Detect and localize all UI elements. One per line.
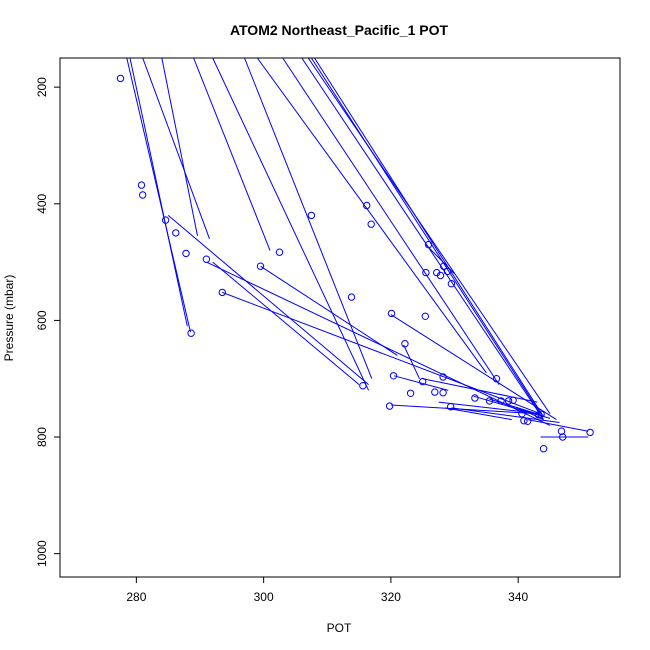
y-tick-label: 1000 <box>35 540 49 567</box>
data-point-5 <box>172 229 180 237</box>
data-point-9 <box>218 288 227 297</box>
y-tick-label: 800 <box>35 427 49 447</box>
profile-line-3 <box>193 58 271 251</box>
data-point-32 <box>443 267 452 276</box>
y-axis-label: Pressure (mbar) <box>2 275 16 362</box>
data-point-4 <box>161 216 170 224</box>
profile-line-9 <box>307 58 551 414</box>
data-point-19 <box>389 372 398 380</box>
data-point-29 <box>439 373 447 381</box>
data-point-20 <box>401 340 409 348</box>
data-point-36 <box>485 397 494 405</box>
y-tick-label: 400 <box>35 193 49 213</box>
profile-line-17 <box>126 58 191 333</box>
data-point-12 <box>307 211 316 220</box>
data-point-11 <box>275 248 284 256</box>
data-point-33 <box>447 403 455 411</box>
data-point-46 <box>539 445 548 453</box>
data-point-43 <box>524 417 532 425</box>
plot-marks <box>116 58 594 453</box>
data-point-31 <box>440 262 448 270</box>
data-point-13 <box>347 293 356 301</box>
profile-line-29 <box>393 375 449 391</box>
data-point-35 <box>471 394 479 402</box>
profile-line-16 <box>260 265 398 356</box>
chart-title: ATOM2 Northeast_Pacific_1 POT <box>230 22 449 38</box>
y-axis: 200 400 600 800 1000 <box>35 77 60 567</box>
profile-line-18 <box>129 58 188 327</box>
profile-line-6 <box>256 58 487 374</box>
profile-line-30 <box>390 404 538 415</box>
profile-line-12 <box>212 261 360 385</box>
data-point-22 <box>419 377 427 386</box>
profile-line-4 <box>212 58 370 391</box>
data-point-25 <box>424 240 433 249</box>
profile-line-13 <box>222 291 541 415</box>
profile-line-14 <box>206 261 551 426</box>
data-point-45 <box>537 410 545 418</box>
profile-line-5 <box>244 58 373 379</box>
x-axis: 280 300 320 340 <box>126 577 529 604</box>
profile-line-20 <box>390 314 557 421</box>
data-point-49 <box>586 428 594 437</box>
profile-line-22 <box>438 401 541 415</box>
profile-line-21 <box>422 378 538 403</box>
data-point-24 <box>422 268 430 277</box>
data-point-42 <box>520 417 528 425</box>
profile-line-23 <box>444 407 512 421</box>
plot-frame <box>59 57 621 578</box>
data-point-18 <box>387 309 396 318</box>
data-point-8 <box>202 255 211 263</box>
data-point-21 <box>406 389 415 397</box>
x-tick-label: 280 <box>126 590 146 604</box>
data-point-16 <box>367 220 375 228</box>
data-point-40 <box>509 396 517 404</box>
data-point-34 <box>447 280 456 288</box>
data-point-26 <box>431 388 439 396</box>
data-point-15 <box>363 201 371 210</box>
data-point-10 <box>256 262 265 270</box>
y-tick-label: 600 <box>35 310 49 330</box>
data-point-6 <box>182 249 190 258</box>
profile-line-10 <box>310 58 541 414</box>
data-point-39 <box>504 397 513 405</box>
data-point-2 <box>137 181 146 189</box>
x-tick-label: 340 <box>508 590 528 604</box>
profile-line-7 <box>282 58 500 385</box>
profile-line-15 <box>167 215 369 385</box>
profile-line-8 <box>301 58 545 420</box>
x-axis-label: POT <box>327 621 352 635</box>
profile-line-26 <box>451 407 560 423</box>
data-point-23 <box>421 312 429 320</box>
data-point-41 <box>518 410 526 418</box>
x-tick-label: 320 <box>381 590 401 604</box>
data-point-37 <box>492 375 501 383</box>
data-point-3 <box>139 191 147 199</box>
data-point-28 <box>436 271 445 280</box>
data-point-7 <box>187 329 195 337</box>
x-tick-label: 300 <box>254 590 274 604</box>
profile-line-11 <box>314 58 545 417</box>
profile-line-28 <box>403 344 420 379</box>
y-tick-label: 200 <box>35 77 49 97</box>
data-point-48 <box>559 433 567 441</box>
data-point-38 <box>497 397 505 405</box>
profile-line-2 <box>161 58 198 236</box>
data-point-47 <box>557 427 566 435</box>
data-point-30 <box>439 389 447 397</box>
profile-line-24 <box>527 419 589 432</box>
data-point-14 <box>359 382 367 390</box>
data-point-1 <box>116 74 125 83</box>
profile-line-1 <box>142 58 210 239</box>
data-point-17 <box>385 402 394 410</box>
